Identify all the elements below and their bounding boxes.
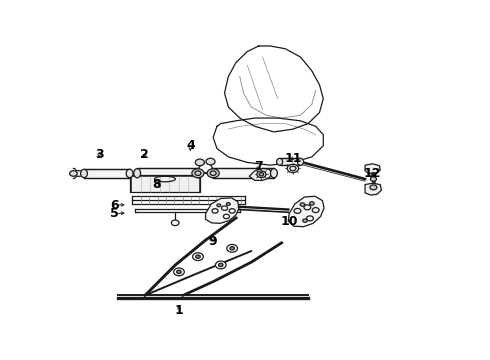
Circle shape [227, 244, 238, 252]
Polygon shape [365, 164, 380, 174]
Circle shape [70, 171, 77, 176]
Circle shape [259, 173, 264, 176]
Circle shape [219, 263, 223, 267]
Polygon shape [137, 168, 198, 177]
Ellipse shape [210, 168, 217, 178]
Text: 3: 3 [95, 148, 103, 161]
Text: 1: 1 [174, 304, 183, 317]
Polygon shape [84, 169, 129, 177]
Text: 8: 8 [152, 178, 161, 191]
Text: 11: 11 [284, 152, 302, 165]
Circle shape [173, 268, 184, 276]
Text: 9: 9 [209, 235, 218, 248]
Text: 5: 5 [110, 207, 119, 220]
Circle shape [206, 158, 215, 165]
Circle shape [196, 159, 204, 166]
Ellipse shape [81, 169, 87, 177]
Ellipse shape [297, 158, 303, 165]
Ellipse shape [134, 168, 141, 178]
Ellipse shape [195, 168, 201, 178]
Bar [131, 176, 199, 192]
Circle shape [310, 202, 314, 205]
Circle shape [287, 164, 298, 173]
Circle shape [230, 247, 234, 250]
Circle shape [216, 261, 226, 269]
Circle shape [370, 185, 377, 190]
Polygon shape [288, 196, 324, 227]
Text: 4: 4 [186, 139, 195, 152]
Polygon shape [365, 183, 381, 195]
Circle shape [172, 220, 179, 226]
Circle shape [370, 177, 376, 181]
Circle shape [193, 253, 203, 261]
Circle shape [217, 204, 220, 207]
Text: 12: 12 [364, 167, 381, 180]
Circle shape [207, 169, 219, 177]
Ellipse shape [276, 158, 283, 165]
Text: 10: 10 [280, 216, 298, 229]
Circle shape [300, 203, 305, 206]
Ellipse shape [270, 168, 277, 178]
Circle shape [196, 255, 200, 258]
Polygon shape [213, 168, 274, 177]
Text: 2: 2 [141, 148, 149, 161]
Circle shape [177, 270, 181, 274]
Polygon shape [206, 198, 239, 223]
Text: 6: 6 [110, 199, 119, 212]
Circle shape [192, 169, 204, 177]
Text: 7: 7 [254, 160, 263, 173]
Polygon shape [280, 158, 300, 165]
Ellipse shape [126, 169, 133, 177]
Polygon shape [249, 168, 272, 180]
Circle shape [303, 219, 307, 222]
Bar [129, 175, 200, 192]
Circle shape [226, 203, 230, 205]
